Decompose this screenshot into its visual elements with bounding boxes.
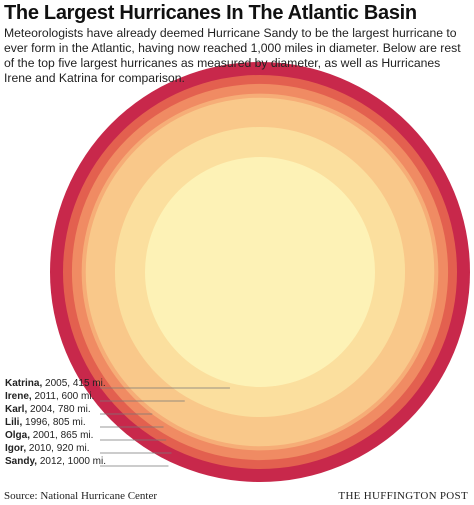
label: Olga, 2001, 865 mi. [5,430,93,441]
label: Irene, 2011, 600 mi. [5,391,94,402]
label-year: 2012, [40,456,65,467]
label-name: Olga, [5,430,30,441]
hurricane-circle [145,157,375,387]
value-label: 805 mi. [53,417,86,428]
label-name: Lili, [5,417,22,428]
label: Karl, 2004, 780 mi. [5,404,91,415]
source: Source: National Hurricane Center [4,490,158,502]
label-year: 1996, [25,417,50,428]
chart-title: The Largest Hurricanes In The Atlantic B… [4,2,417,24]
label-name: Karl, [5,404,27,415]
value-label: 865 mi. [61,430,94,441]
label: Igor, 2010, 920 mi. [5,443,90,454]
value-label: 780 mi. [58,404,91,415]
label-name: Sandy, [5,456,37,467]
value-label: 415 mi. [73,378,106,389]
label-name: Katrina, [5,378,42,389]
label-year: 2011, [34,391,58,402]
label-name: Igor, [5,443,26,454]
label-year: 2005, [45,378,70,389]
label-year: 2004, [30,404,55,415]
label-year: 2010, [29,443,54,454]
label: Sandy, 2012, 1000 mi. [5,456,106,467]
label-name: Irene, [5,391,32,402]
brand: THE HUFFINGTON POST [338,490,468,502]
value-label: 920 mi. [57,443,90,454]
label-year: 2001, [33,430,58,441]
value-label: 1000 mi. [68,456,106,467]
label: Katrina, 2005, 415 mi. [5,378,106,389]
subtitle: Meteorologists have already deemed Hurri… [4,26,461,85]
label: Lili, 1996, 805 mi. [5,417,86,428]
value-label: 600 mi. [62,391,95,402]
